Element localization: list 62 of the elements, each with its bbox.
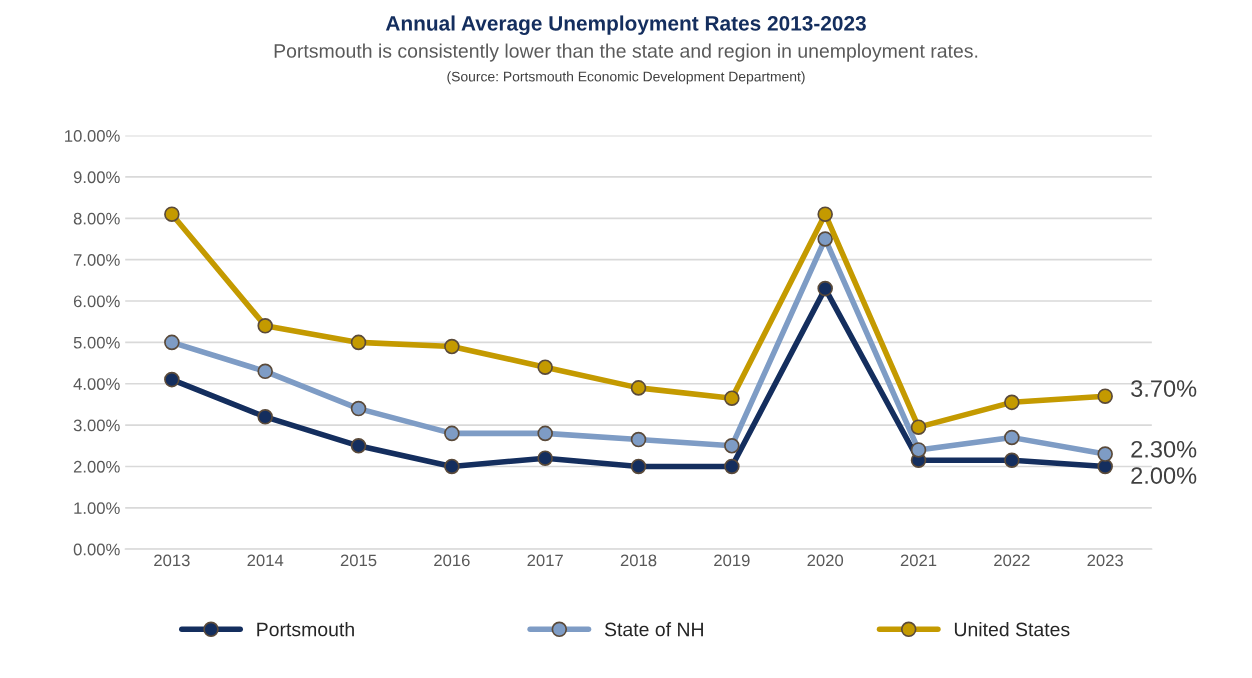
- point: [630, 431, 647, 448]
- point: [1097, 388, 1113, 404]
- x-tick-label: 2022: [994, 554, 1030, 567]
- point: [817, 231, 833, 247]
- x-tick-label: 2016: [434, 554, 470, 567]
- chart-subtitle: Portsmouth is consistently lower than the state and region in unemployment rates.: [274, 43, 978, 62]
- point: [164, 371, 180, 388]
- y-tick-label: 4.00%: [73, 378, 120, 390]
- y-tick-label: 8.00%: [73, 212, 120, 225]
- y-tick-label: 9.00%: [73, 171, 120, 184]
- data-label: 2.00%: [1131, 467, 1197, 484]
- point: [257, 363, 273, 380]
- data-label: 3.70%: [1131, 380, 1197, 397]
- x-tick-label: 2015: [340, 554, 377, 567]
- y-tick-label: 3.00%: [73, 419, 120, 432]
- point: [910, 442, 927, 458]
- point: [164, 334, 180, 351]
- data-label: 2.30%: [1131, 440, 1197, 458]
- point: [817, 280, 833, 297]
- point: [164, 206, 180, 222]
- point: [350, 400, 367, 417]
- x-tick-label: 2023: [1087, 554, 1123, 567]
- point: [537, 425, 553, 442]
- y-tick-label: 1.00%: [74, 502, 120, 515]
- y-tick-label: 0.00%: [73, 543, 120, 556]
- y-tick-label: 6.00%: [73, 295, 120, 308]
- point: [444, 425, 460, 442]
- point: [724, 438, 740, 454]
- y-tick-label: 7.00%: [73, 254, 120, 266]
- point: [537, 450, 553, 466]
- point: [630, 458, 647, 475]
- x-tick-label: 2021: [900, 554, 937, 567]
- y-tick-label: 10.00%: [65, 130, 120, 142]
- point: [1004, 394, 1020, 411]
- x-tick-label: 2017: [527, 554, 563, 567]
- chart-title: Annual Average Unemployment Rates 2013-2023: [385, 15, 866, 35]
- x-tick-label: 2019: [714, 554, 750, 567]
- legend-label: State of NH: [604, 622, 703, 637]
- y-tick-label: 5.00%: [73, 336, 120, 349]
- x-tick-label: 2014: [247, 554, 284, 567]
- point: [350, 334, 367, 351]
- x-tick-label: 2020: [807, 554, 844, 567]
- point: [257, 409, 273, 425]
- point: [444, 458, 460, 475]
- point: [724, 390, 740, 407]
- point: [1004, 429, 1020, 446]
- legend-label: Portsmouth: [257, 622, 354, 637]
- point: [1004, 452, 1020, 469]
- x-tick-label: 2018: [620, 554, 657, 567]
- point: [724, 458, 740, 475]
- point: [537, 359, 553, 375]
- point: [817, 206, 833, 222]
- point: [910, 419, 927, 435]
- x-tick-label: 2013: [154, 554, 190, 567]
- y-tick-label: 2.00%: [73, 460, 120, 473]
- point: [444, 338, 460, 355]
- point: [350, 438, 367, 454]
- text: (Source: Portsmouth Economic Development Department): [447, 71, 805, 85]
- point: [630, 380, 647, 396]
- point: [1097, 446, 1113, 462]
- legend-label: United States: [954, 622, 1070, 637]
- point: [257, 318, 273, 334]
